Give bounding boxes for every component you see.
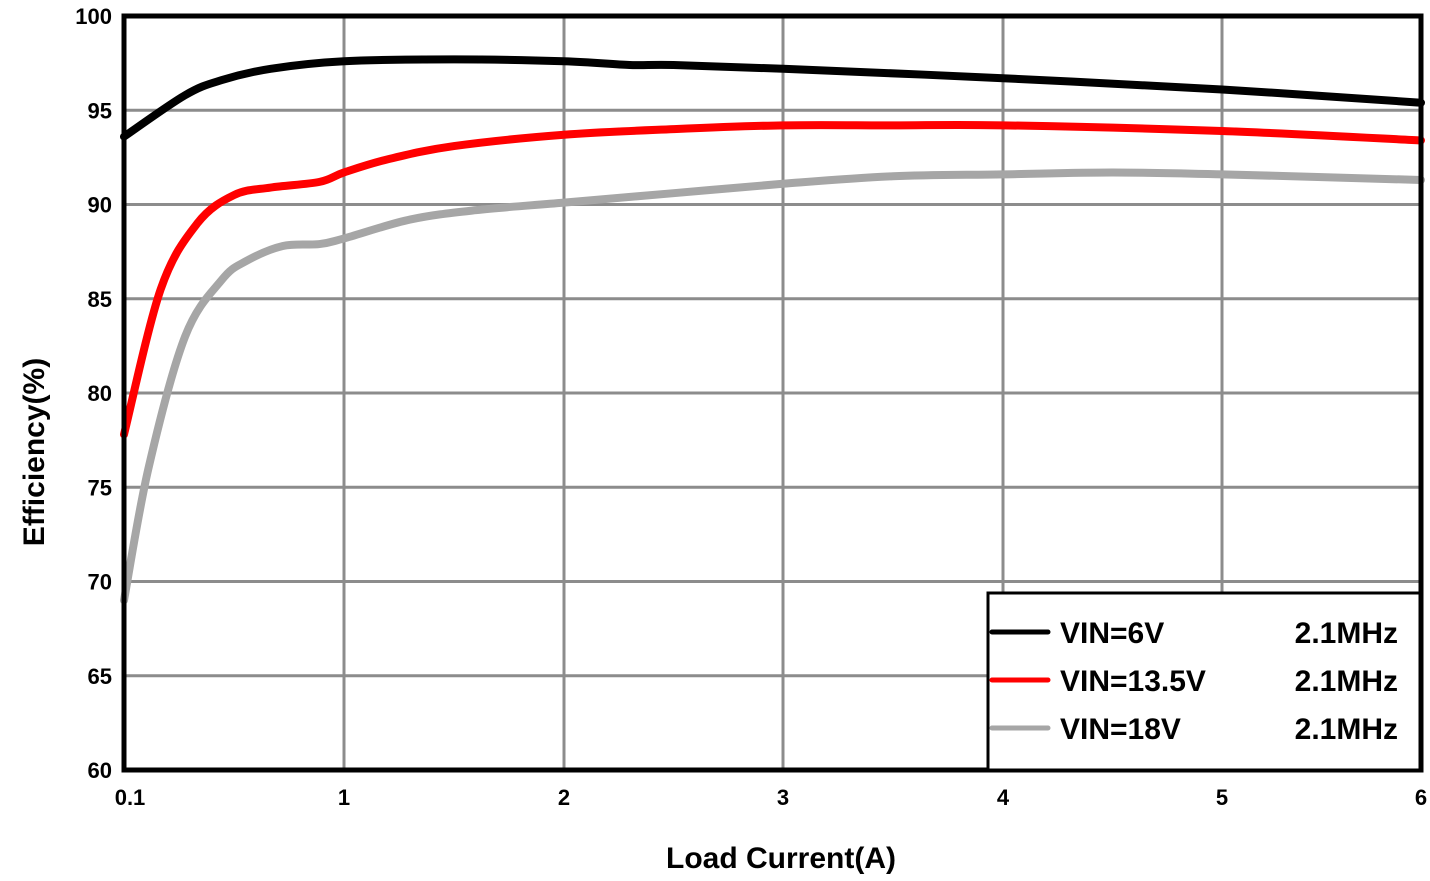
x-tick-label: 2 <box>558 785 570 810</box>
y-tick-label: 85 <box>88 287 112 312</box>
legend-box <box>986 591 1422 772</box>
x-axis-label: Load Current(A) <box>666 842 896 875</box>
y-tick-label: 95 <box>88 98 112 123</box>
legend-label-vin: VIN=13.5V <box>1060 665 1206 698</box>
legend-label-freq: 2.1MHz <box>1295 665 1398 698</box>
x-axis-ticks: 0.1 1 2 3 4 5 6 <box>115 785 1427 810</box>
x-tick-label: 0.1 <box>115 785 146 810</box>
x-tick-label: 3 <box>777 785 789 810</box>
y-tick-label: 90 <box>88 193 112 218</box>
series-line <box>120 120 1425 439</box>
series-line <box>120 168 1425 605</box>
y-tick-label: 75 <box>88 475 112 500</box>
y-tick-label: 70 <box>88 570 112 595</box>
data-series <box>120 55 1425 605</box>
legend-label-vin: VIN=18V <box>1060 713 1181 746</box>
y-tick-label: 80 <box>88 381 112 406</box>
y-tick-label: 65 <box>88 664 112 689</box>
legend-label-freq: 2.1MHz <box>1295 617 1398 650</box>
series-line <box>120 55 1425 141</box>
plot-frame <box>121 13 1424 773</box>
x-tick-label: 5 <box>1216 785 1228 810</box>
x-tick-label: 1 <box>338 785 350 810</box>
y-tick-label: 100 <box>75 4 112 29</box>
x-tick-label: 4 <box>997 785 1010 810</box>
y-axis-ticks: 60 65 70 75 80 85 90 95 100 <box>75 4 112 783</box>
x-tick-label: 6 <box>1415 785 1427 810</box>
y-axis-label: Efficiency(%) <box>18 358 51 546</box>
legend-label-freq: 2.1MHz <box>1295 713 1398 746</box>
legend: VIN=6V 2.1MHz VIN=13.5V 2.1MHz VIN=18V 2.1MHz <box>986 591 1422 772</box>
y-tick-label: 60 <box>88 758 112 783</box>
legend-label-vin: VIN=6V <box>1060 617 1164 650</box>
